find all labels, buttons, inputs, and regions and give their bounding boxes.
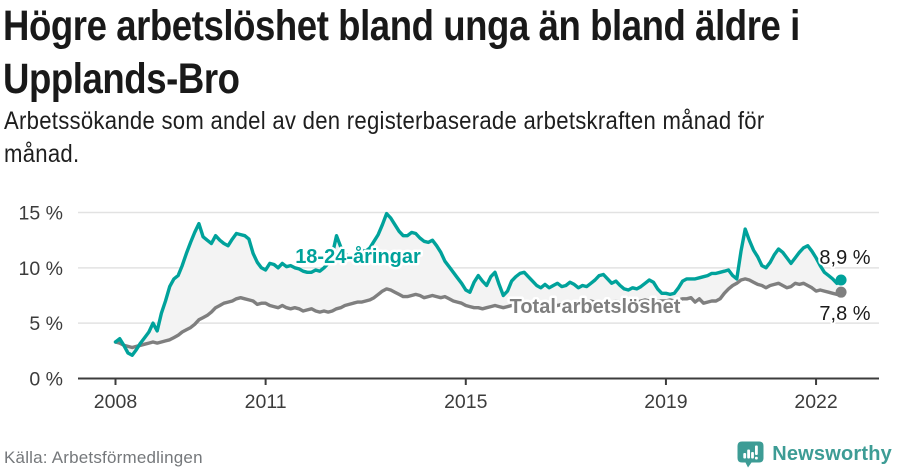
newsworthy-logo-icon <box>737 441 764 468</box>
brand-name: Newsworthy <box>772 443 892 465</box>
x-axis-label: 2022 <box>794 391 837 413</box>
x-axis-ticks-and-labels: 2008 2011 2015 2019 2022 <box>94 378 838 413</box>
y-axis-label: 10 % <box>19 258 63 280</box>
y-axis-label: 0 % <box>29 369 63 391</box>
series-label-youth: 18-24-åringar <box>295 245 421 268</box>
series-label-total: Total arbetslöshet <box>510 296 681 318</box>
end-value-label-total: 7,8 % <box>819 303 870 325</box>
speech-bubble-shape <box>737 441 764 468</box>
x-axis-label: 2008 <box>94 391 137 413</box>
exclamation-bar <box>755 445 758 455</box>
exclamation-dot <box>755 456 758 460</box>
source-note: Källa: Arbetsförmedlingen <box>4 448 203 467</box>
bar-chart-glyph <box>743 445 758 460</box>
area-between-series <box>115 213 842 356</box>
x-axis-label: 2011 <box>245 391 287 413</box>
x-axis-label: 2015 <box>444 391 488 413</box>
x-axis-label: 2019 <box>644 391 687 413</box>
page-subtitle-line-1: Arbetssökande som andel av den registerb… <box>4 107 765 135</box>
page-subtitle-line-2: månad. <box>4 140 80 168</box>
y-axis-label: 15 % <box>19 203 63 225</box>
page-subtitle: Arbetssökande som andel av den registerb… <box>4 105 889 171</box>
brand-link[interactable]: Newsworthy <box>737 441 892 468</box>
series-line-youth-unemployment <box>113 211 843 357</box>
series-endpoint-dot-total <box>835 286 847 298</box>
series-line-total-unemployment <box>113 277 843 350</box>
page-title: Högre arbetslöshet bland unga än bland ä… <box>3 0 900 106</box>
page-title-line-2: Upplands-Bro <box>3 55 240 103</box>
series-endpoint-dot-youth <box>835 274 847 286</box>
y-axis-label: 5 % <box>29 313 63 335</box>
end-value-label-youth: 8,9 % <box>819 247 870 269</box>
page-title-line-1: Högre arbetslöshet bland unga än bland ä… <box>3 2 800 50</box>
